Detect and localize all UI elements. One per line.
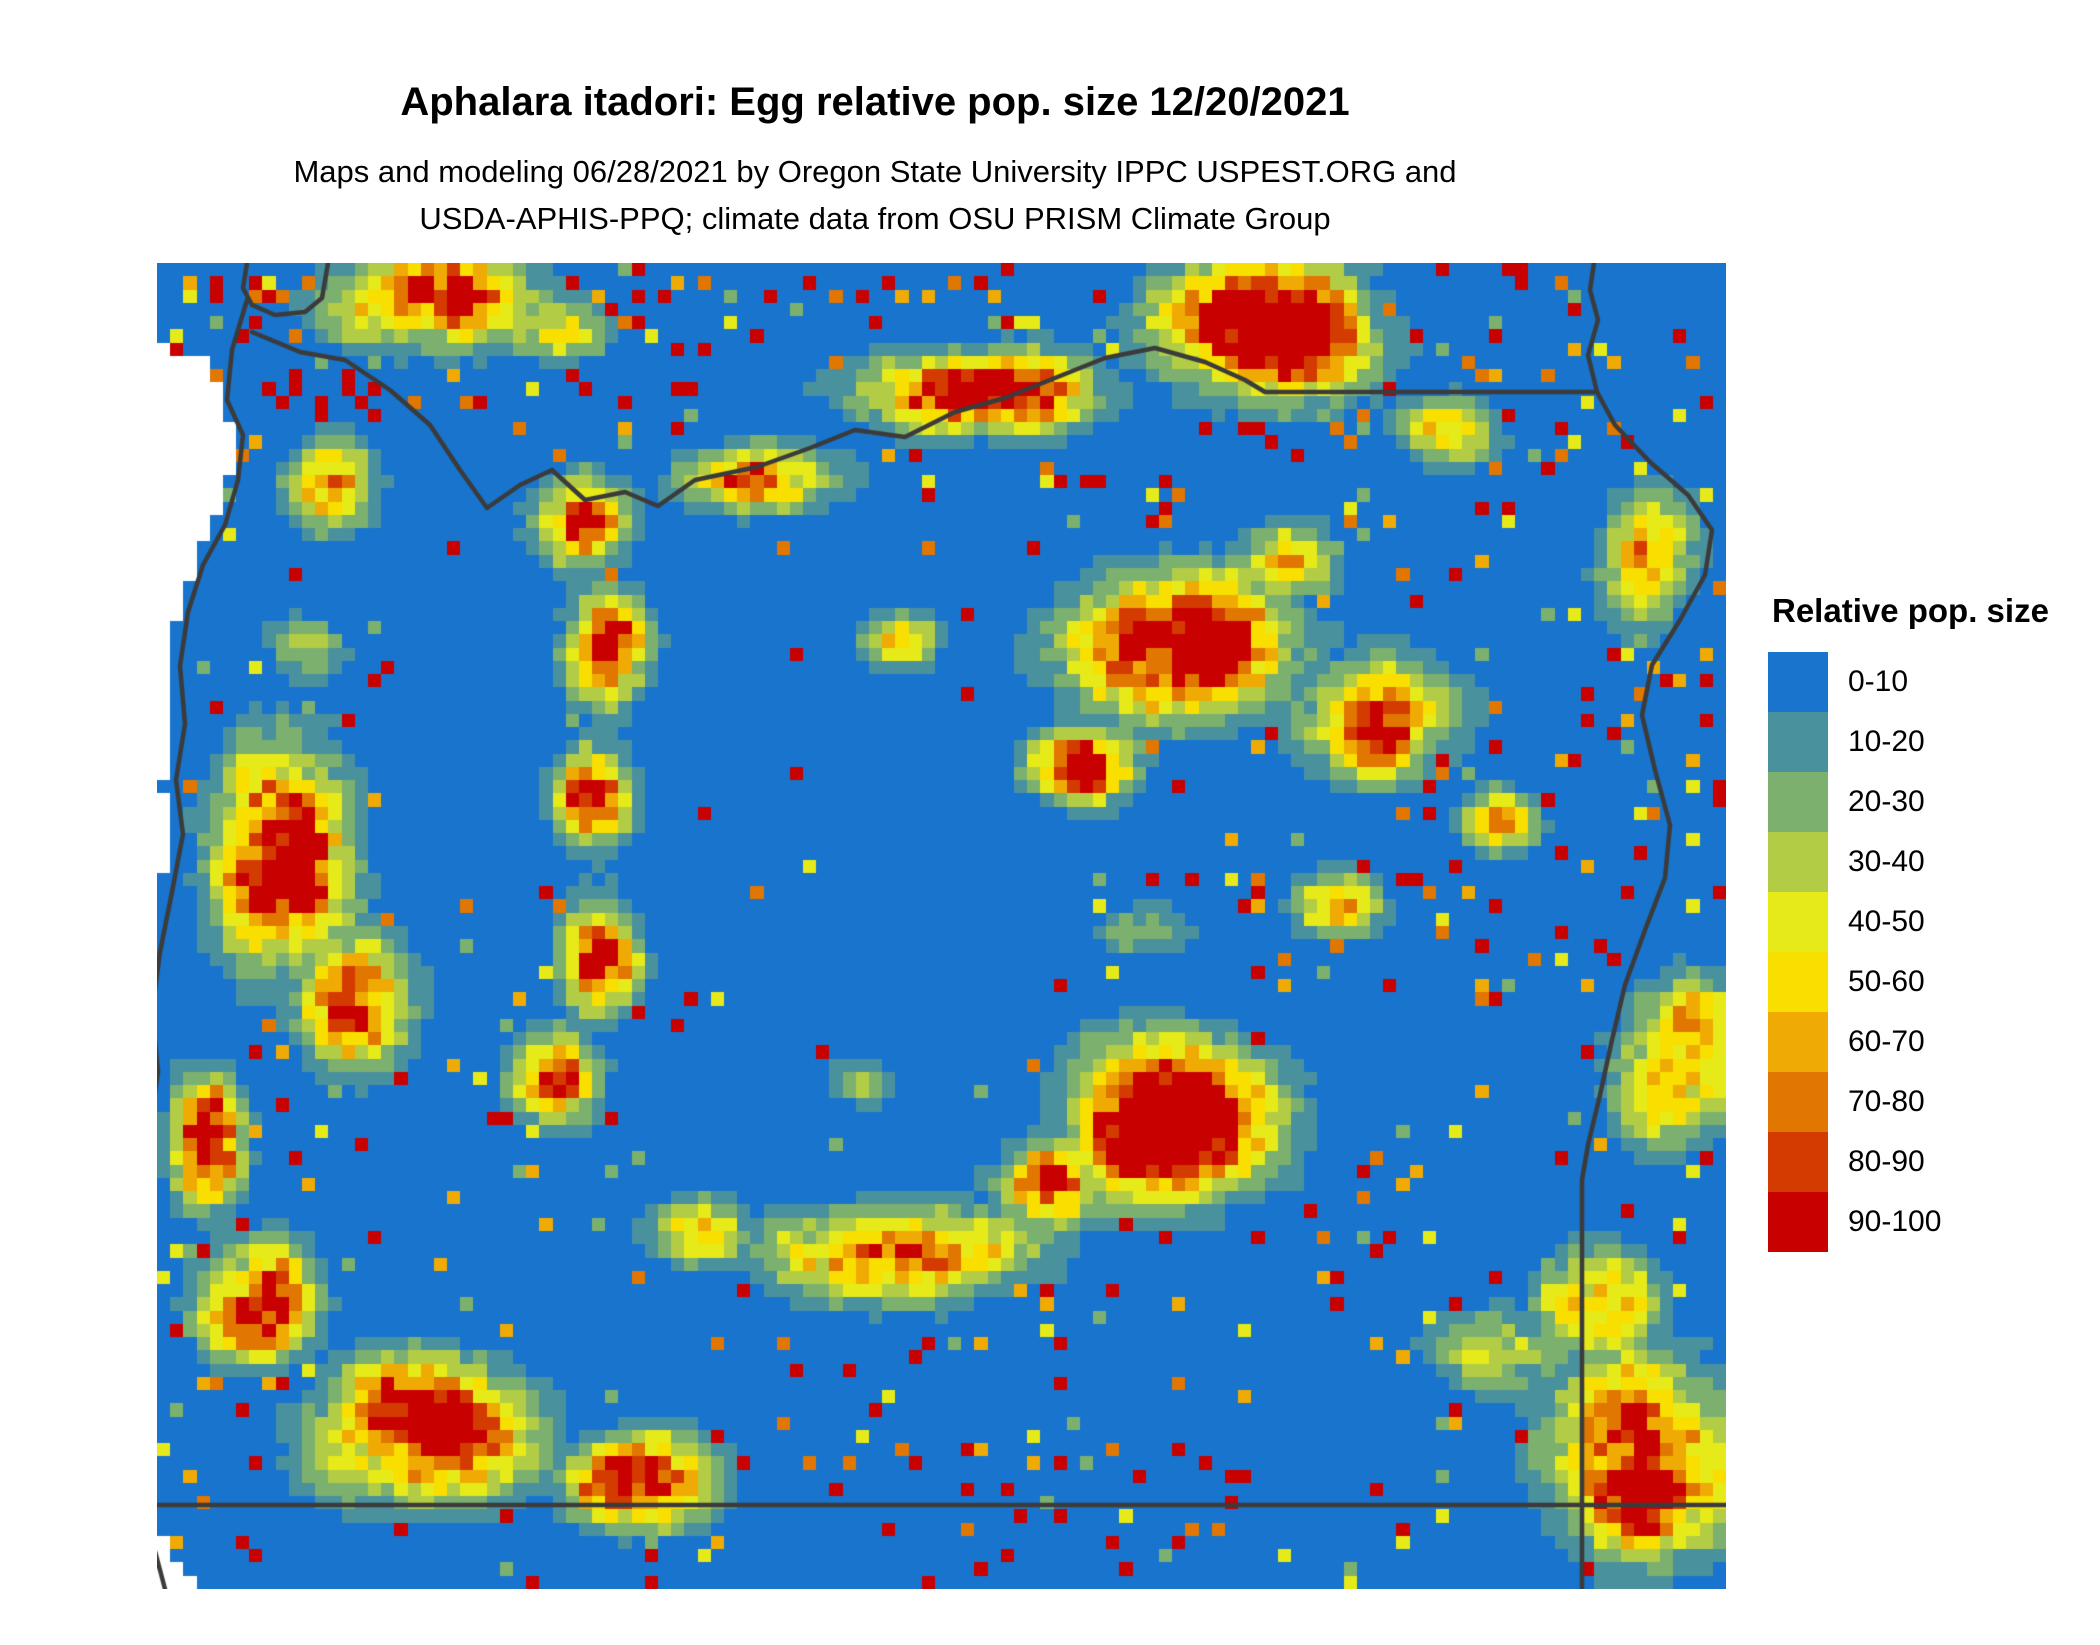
subtitle-line-2: USDA-APHIS-PPQ; climate data from OSU PR…: [419, 201, 1331, 236]
legend-label: 20-30: [1848, 785, 1925, 818]
page-subtitle: Maps and modeling 06/28/2021 by Oregon S…: [0, 148, 1750, 242]
legend-item: 90-100: [1768, 1192, 2049, 1252]
legend-swatch: [1768, 1012, 1828, 1072]
legend-swatch: [1768, 1072, 1828, 1132]
legend-label: 50-60: [1848, 965, 1925, 998]
legend-label: 30-40: [1848, 845, 1925, 878]
legend-item: 60-70: [1768, 1012, 2049, 1072]
legend-label: 80-90: [1848, 1145, 1925, 1178]
legend-label: 70-80: [1848, 1085, 1925, 1118]
legend-swatch: [1768, 1132, 1828, 1192]
legend-swatch: [1768, 952, 1828, 1012]
subtitle-line-1: Maps and modeling 06/28/2021 by Oregon S…: [293, 154, 1457, 189]
legend-item: 30-40: [1768, 832, 2049, 892]
legend-swatch: [1768, 1192, 1828, 1252]
legend: Relative pop. size 0-10 10-20 20-30 30-40 40…: [1768, 592, 2049, 1252]
legend-label: 60-70: [1848, 1025, 1925, 1058]
legend-item: 80-90: [1768, 1132, 2049, 1192]
legend-item: 50-60: [1768, 952, 2049, 1012]
legend-items: 0-10 10-20 20-30 30-40 40-50 50-60 60-70 70-80 8…: [1768, 652, 2049, 1252]
legend-swatch: [1768, 772, 1828, 832]
legend-swatch: [1768, 892, 1828, 952]
legend-label: 90-100: [1848, 1205, 1942, 1238]
page-title: Aphalara itadori: Egg relative pop. size…: [400, 80, 1350, 124]
legend-swatch: [1768, 712, 1828, 772]
legend-item: 10-20: [1768, 712, 2049, 772]
legend-title: Relative pop. size: [1772, 592, 2049, 629]
legend-item: 40-50: [1768, 892, 2049, 952]
legend-swatch: [1768, 832, 1828, 892]
legend-swatch: [1768, 652, 1828, 712]
legend-label: 10-20: [1848, 725, 1925, 758]
oregon-population-raster-map: [157, 263, 1726, 1589]
legend-label: 40-50: [1848, 905, 1925, 938]
legend-item: 20-30: [1768, 772, 2049, 832]
legend-label: 0-10: [1848, 665, 1909, 698]
legend-item: 0-10: [1768, 652, 2049, 712]
legend-item: 70-80: [1768, 1072, 2049, 1132]
